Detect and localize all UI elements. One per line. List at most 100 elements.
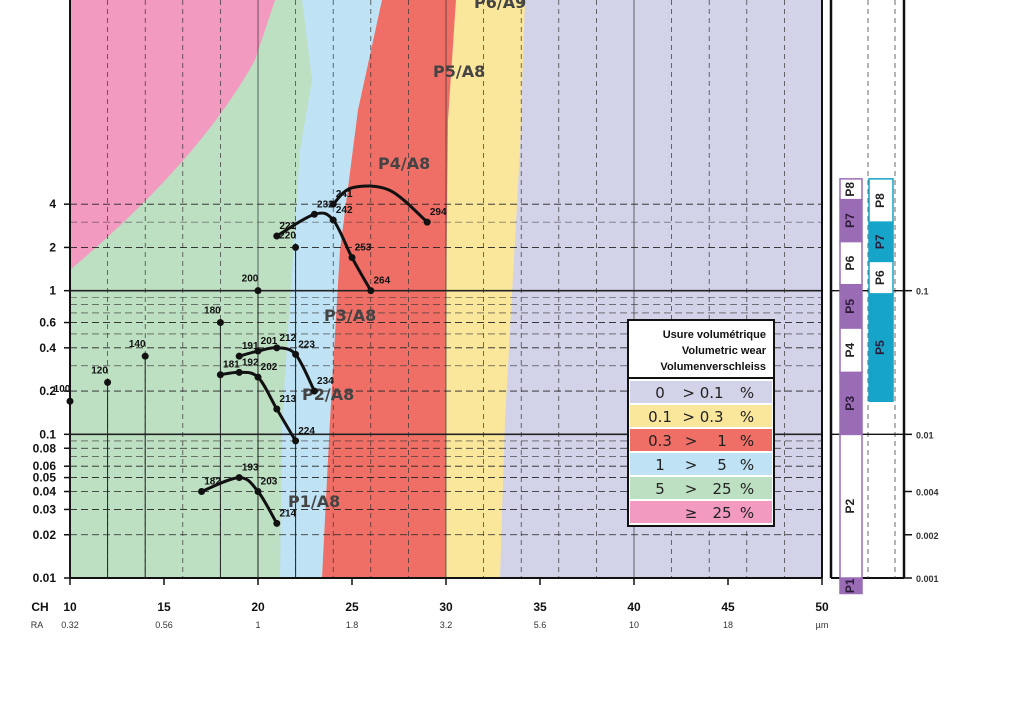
- legend-swatch-row: [630, 501, 772, 523]
- point-label: 181: [223, 360, 240, 371]
- legend-row-unit: %: [740, 456, 754, 474]
- point-label: 202: [261, 362, 278, 373]
- y-tick-label: 0.4: [39, 341, 56, 355]
- x-tick-label: 35: [533, 600, 547, 614]
- class-bar-label: P5: [843, 299, 857, 314]
- legend-row-unit: %: [740, 432, 754, 450]
- point-label: 253: [355, 243, 372, 254]
- data-point: [273, 405, 281, 413]
- legend-row-left: 0: [655, 384, 665, 402]
- y-tick-label: 0.02: [33, 528, 57, 542]
- data-point: [235, 368, 243, 376]
- class-bar-label: P6: [843, 255, 857, 270]
- point-label: 214: [279, 508, 296, 519]
- point-label: 213: [279, 394, 296, 405]
- y-tick-label: 4: [49, 197, 56, 211]
- point-label: 200: [242, 274, 259, 285]
- data-point: [235, 474, 243, 482]
- class-bar-label: P8: [873, 193, 887, 208]
- class-bar-segment: [868, 293, 894, 402]
- data-point: [235, 352, 243, 360]
- series-name: P4/A8: [378, 154, 430, 173]
- legend-row-left: 1: [655, 456, 665, 474]
- legend-row-left: 5: [655, 480, 665, 498]
- data-point: [423, 218, 431, 226]
- point-label: 201: [261, 336, 278, 347]
- ra-tick-label: 5.6: [534, 620, 547, 630]
- x-tick-label: 25: [345, 600, 359, 614]
- point-label: 100: [54, 384, 71, 395]
- point-label: 220: [279, 230, 296, 241]
- point-label: 191: [242, 341, 259, 352]
- data-point: [367, 287, 375, 295]
- legend-row-right: 1: [717, 432, 727, 450]
- legend-row-unit: %: [740, 504, 754, 522]
- data-point: [329, 216, 337, 224]
- ra-tick-label: 0.32: [61, 620, 79, 630]
- point-label: 120: [91, 365, 108, 376]
- x-tick-label: 20: [251, 600, 265, 614]
- data-point: [310, 387, 318, 395]
- y-tick-label: 2: [49, 240, 56, 254]
- data-point: [254, 373, 262, 381]
- ra-axis-name: RA: [31, 620, 44, 630]
- y-tick-label: 0.03: [33, 502, 57, 516]
- legend-row-mid: > 0.1: [682, 384, 723, 402]
- x-tick-label: 15: [157, 600, 171, 614]
- legend-row-unit: %: [740, 480, 754, 498]
- legend-row-left: 0.1: [648, 408, 672, 426]
- data-point: [348, 254, 356, 262]
- data-point: [329, 200, 337, 208]
- series-line: [201, 476, 279, 525]
- data-point: [310, 210, 318, 218]
- y-tick-label: 0.06: [33, 459, 57, 473]
- data-point: [292, 243, 300, 251]
- class-bar-segment: [839, 178, 863, 201]
- series-name: P5/A8: [433, 62, 485, 81]
- x-tick-label: 10: [63, 600, 77, 614]
- ra-tick-label: 3.2: [440, 620, 453, 630]
- plot-area: [70, 0, 822, 578]
- y-tick-label: 0.05: [33, 471, 57, 485]
- legend-row-mid: ≥: [685, 504, 698, 522]
- point-label: 241: [336, 189, 353, 200]
- data-point: [141, 352, 149, 360]
- point-label: 224: [298, 426, 315, 437]
- class-bar-label: P7: [843, 213, 857, 228]
- zone-yellow: [440, 0, 525, 578]
- legend-row-right: 25: [712, 504, 731, 522]
- x-tick-label: 50: [815, 600, 829, 614]
- right-tick-label: 0.004: [916, 488, 939, 498]
- legend: Usure volumétrique Volumetric wear Volum…: [627, 319, 775, 527]
- legend-row-right: 5: [717, 456, 727, 474]
- data-point: [254, 347, 262, 355]
- point-label: 212: [279, 333, 296, 344]
- series-line: [332, 184, 429, 224]
- data-point: [292, 437, 300, 445]
- legend-row-unit: %: [740, 408, 754, 426]
- legend-row-unit: %: [740, 384, 754, 402]
- class-bar-label: P7: [873, 234, 887, 249]
- class-bar-segment: [868, 178, 894, 223]
- ra-tick-label: µm: [816, 620, 829, 630]
- legend-swatch-row: [630, 381, 772, 403]
- axes: 0.010.020.030.040.050.060.080.10.20.40.6…: [31, 0, 939, 630]
- point-label: 140: [129, 339, 146, 350]
- point-label: 182: [204, 477, 221, 488]
- series-name: P3/A8: [324, 306, 376, 325]
- data-point: [273, 232, 281, 240]
- right-tick-label: 0.1: [916, 287, 929, 297]
- legend-swatch-row: [630, 477, 772, 499]
- data-point: [104, 378, 112, 386]
- legend-row-mid: >: [685, 480, 698, 498]
- zone-red: [322, 0, 456, 578]
- point-label: 223: [298, 339, 315, 350]
- ra-tick-label: 1.8: [346, 620, 359, 630]
- point-label: 180: [204, 306, 221, 317]
- legend-row-mid: >: [685, 432, 698, 450]
- y-tick-label: 0.1: [39, 427, 56, 441]
- y-tick-label: 0.01: [33, 571, 57, 585]
- legend-rows: 0 > 0.1 % 0.1 > 0.3 % 0.3 >1 % 1 >5 % 5 >25 % ≥ 25%: [630, 381, 772, 523]
- legend-row-left: 0.3: [648, 432, 672, 450]
- series-name: P2/A8: [302, 385, 354, 404]
